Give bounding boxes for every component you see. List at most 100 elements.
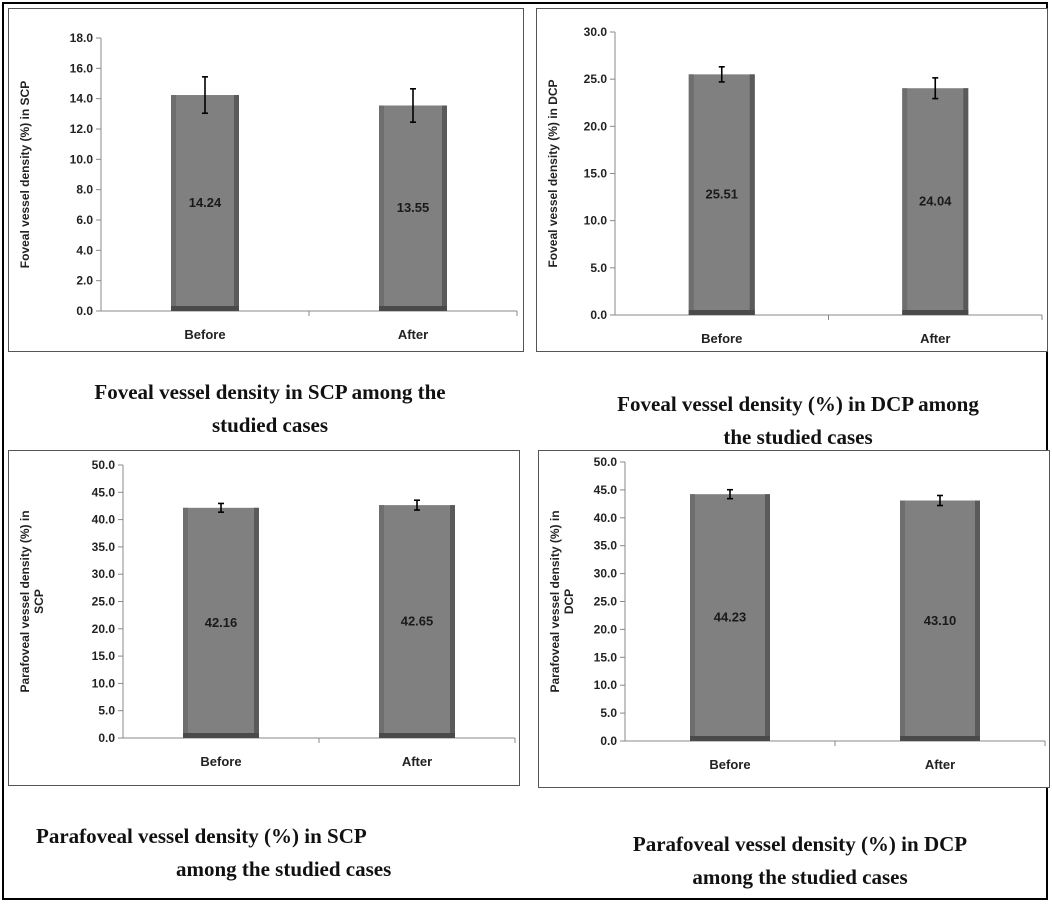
bar-edge-right (963, 88, 969, 316)
caption-parafoveal-scp-line2: among the studied cases (176, 857, 392, 881)
bar (379, 105, 447, 311)
bar (900, 500, 980, 741)
bar-edge-left (688, 74, 694, 315)
data-label: 24.04 (919, 194, 952, 209)
y-tick-label: 0.0 (600, 734, 617, 748)
y-tick-label: 30.0 (92, 567, 116, 581)
chart-foveal-dcp: 0.0 5.0 10.0 15.0 20.0 25.0 30.0 Foveal vessel … (546, 25, 1043, 346)
y-tick-label: 15.0 (584, 167, 608, 181)
bar-edge-left (690, 494, 695, 741)
y-tick-label: 0.0 (590, 308, 607, 322)
x-tick-label: Before (184, 327, 225, 342)
y-tick-label: 14.0 (70, 92, 94, 106)
bar-edge-bottom (379, 306, 447, 311)
x-tick-label: Before (200, 754, 241, 769)
y-axis-label: Foveal vessel density (%) in DCP (546, 79, 560, 267)
caption-foveal-dcp-line1: Foveal vessel density (%) in DCP among (617, 392, 979, 416)
chart-foveal-scp: 0.0 2.0 4.0 6.0 8.0 10.0 12.0 14.0 16.0 18.0 Fovea… (18, 31, 518, 342)
x-tick-label: After (402, 754, 432, 769)
y-tick-label: 50.0 (594, 455, 618, 469)
bar-edge-left (183, 507, 188, 738)
bar (688, 74, 755, 315)
bar (183, 507, 259, 738)
y-tick-label: 25.0 (584, 72, 608, 86)
bar-edge-bottom (183, 733, 259, 738)
chart-parafoveal-scp: 0.0 5.0 10.0 15.0 20.0 25.0 30.0 35.0 40.0 45.0 50… (18, 458, 516, 769)
y-tick-label: 15.0 (92, 649, 116, 663)
caption-foveal-scp-line2: studied cases (211, 413, 329, 437)
data-label: 13.55 (397, 200, 430, 215)
y-tick-label: 20.0 (594, 622, 618, 636)
y-tick-label: 40.0 (92, 513, 116, 527)
y-tick-label: 16.0 (70, 61, 94, 75)
caption-parafoveal-scp-line1: Parafoveal vessel density (%) in SCP (36, 824, 367, 848)
chart-panel-parafoveal-dcp: 0.0 5.0 10.0 15.0 20.0 25.0 30.0 35.0 40.0 45.0 50… (538, 450, 1050, 788)
data-label: 25.51 (705, 187, 738, 202)
bar-edge-left (171, 95, 176, 311)
x-tick-label: Before (701, 331, 742, 346)
y-tick-label: 50.0 (92, 458, 116, 472)
x-tick-label: Before (709, 757, 750, 772)
bar-edge-bottom (171, 306, 239, 311)
y-tick-label: 30.0 (584, 25, 608, 39)
y-axis-label: Foveal vessel density (%) in SCP (18, 81, 32, 268)
bar-edge-right (765, 494, 770, 741)
x-tick-label: After (925, 757, 955, 772)
y-tick-label: 18.0 (70, 31, 94, 45)
y-tick-label: 10.0 (70, 152, 94, 166)
bar-edge-right (254, 507, 259, 738)
y-tick-label: 30.0 (594, 567, 618, 581)
y-tick-label: 25.0 (92, 595, 116, 609)
y-tick-label: 10.0 (594, 678, 618, 692)
y-tick-label: 45.0 (594, 483, 618, 497)
y-tick-label: 40.0 (594, 511, 618, 525)
bar-edge-left (902, 88, 908, 316)
bar-edge-right (749, 74, 755, 315)
caption-parafoveal-dcp: Parafoveal vessel density (%) in DCP amo… (555, 828, 1045, 894)
y-axis-label: Parafoveal vessel density (%) in (18, 510, 32, 692)
data-label: 42.65 (401, 614, 434, 629)
caption-parafoveal-scp: Parafoveal vessel density (%) in SCP amo… (36, 820, 516, 886)
data-label: 14.24 (189, 195, 222, 210)
bar (902, 88, 969, 316)
chart-parafoveal-dcp: 0.0 5.0 10.0 15.0 20.0 25.0 30.0 35.0 40.0 45.0 50… (548, 455, 1046, 772)
y-tick-label: 20.0 (92, 622, 116, 636)
y-axis-label: Parafoveal vessel density (%) in (548, 510, 562, 692)
y-tick-label: 4.0 (76, 243, 93, 257)
y-tick-label: 6.0 (76, 213, 93, 227)
data-label: 44.23 (714, 610, 747, 625)
y-tick-label: 12.0 (70, 122, 94, 136)
bar-edge-bottom (902, 310, 969, 315)
bar (379, 505, 455, 738)
y-tick-label: 20.0 (584, 119, 608, 133)
y-tick-label: 10.0 (92, 676, 116, 690)
y-tick-label: 15.0 (594, 650, 618, 664)
bar-edge-bottom (900, 736, 980, 741)
bar-edge-right (450, 505, 455, 738)
y-tick-label: 2.0 (76, 274, 93, 288)
caption-parafoveal-dcp-line2: among the studied cases (692, 865, 908, 889)
caption-foveal-scp: Foveal vessel density in SCP among the s… (30, 376, 510, 442)
bar (690, 494, 770, 741)
bar-edge-left (900, 500, 905, 741)
chart-panel-foveal-dcp: 0.0 5.0 10.0 15.0 20.0 25.0 30.0 Foveal vessel … (536, 8, 1048, 352)
caption-parafoveal-dcp-line1: Parafoveal vessel density (%) in DCP (632, 832, 968, 856)
y-tick-label: 0.0 (76, 304, 93, 318)
y-axis-label: DCP (562, 589, 576, 614)
y-tick-label: 8.0 (76, 183, 93, 197)
x-tick-label: After (398, 327, 428, 342)
y-tick-label: 0.0 (98, 731, 115, 745)
y-tick-label: 45.0 (92, 485, 116, 499)
chart-panel-parafoveal-scp: 0.0 5.0 10.0 15.0 20.0 25.0 30.0 35.0 40.0 45.0 50… (8, 450, 520, 786)
chart-panel-foveal-scp: 0.0 2.0 4.0 6.0 8.0 10.0 12.0 14.0 16.0 18.0 Fovea… (8, 8, 524, 352)
y-tick-label: 5.0 (98, 704, 115, 718)
bar (171, 95, 239, 311)
data-label: 42.16 (205, 615, 238, 630)
bar-edge-bottom (690, 736, 770, 741)
y-tick-label: 35.0 (594, 539, 618, 553)
y-tick-label: 25.0 (594, 595, 618, 609)
x-tick-label: After (920, 331, 950, 346)
bar-edge-left (379, 105, 384, 311)
bar-edge-bottom (379, 733, 455, 738)
data-label: 43.10 (924, 613, 957, 628)
